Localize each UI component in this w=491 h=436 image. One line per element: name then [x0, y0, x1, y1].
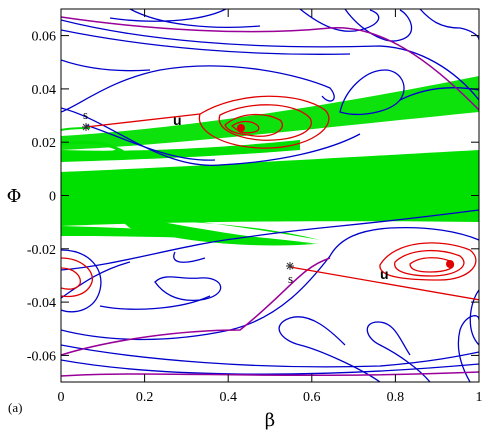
x-tick-label-0: 0 [58, 390, 65, 405]
chaotic-band [61, 76, 479, 246]
annotation-s-2: s [288, 271, 293, 286]
y-tick-label-3: 0 [49, 190, 56, 205]
x-axis [60, 9, 480, 382]
annotation-s-1: s [83, 107, 88, 122]
y-axis-title: Φ [7, 186, 22, 207]
x-tick-label-3: 0.6 [303, 390, 321, 405]
y-tick-label-6: -0.06 [27, 349, 56, 364]
plot-area [61, 9, 479, 382]
annotation-u-2: u [380, 266, 389, 282]
x-tick-label-4: 0.8 [387, 390, 405, 405]
regular-orbits [61, 9, 479, 382]
saddle-point-2 [286, 262, 294, 270]
x-tick-label-2: 0.4 [219, 390, 237, 405]
x-tick-label-5: 1 [476, 390, 483, 405]
y-tick-label-0: 0.06 [32, 30, 57, 45]
separatrix [61, 16, 479, 377]
saddle-points [82, 123, 294, 270]
saddle-point-1 [82, 123, 90, 131]
y-tick-label-5: -0.04 [27, 296, 56, 311]
y-axis [61, 35, 479, 356]
island-center-1 [237, 124, 245, 132]
y-tick-label-1: 0.04 [32, 83, 57, 98]
x-axis-title: β [265, 410, 275, 431]
y-tick-label-2: 0.02 [32, 136, 57, 151]
panel-label: (a) [8, 400, 22, 415]
annotation-u-1: u [173, 112, 182, 128]
y-tick-label-4: -0.02 [27, 243, 56, 258]
island-centers [237, 124, 454, 268]
island-center-2 [446, 260, 454, 268]
unstable-manifolds [61, 95, 479, 301]
x-tick-label-1: 0.2 [136, 390, 154, 405]
